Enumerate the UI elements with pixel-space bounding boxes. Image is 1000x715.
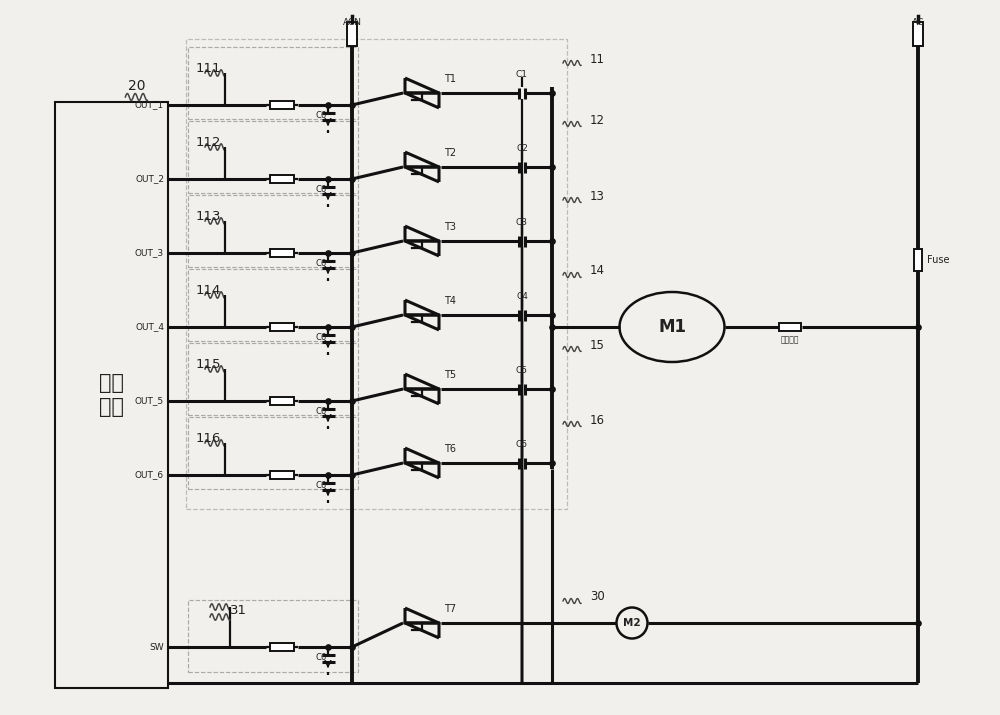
Text: C6: C6 [316,480,327,490]
Bar [913,22,923,46]
Text: T6: T6 [444,444,456,454]
Text: 16: 16 [590,413,605,427]
Text: C6: C6 [316,184,327,194]
Text: 115: 115 [196,358,222,371]
Text: 11: 11 [590,52,605,66]
Text: C6: C6 [516,440,528,449]
Text: OUT_4: OUT_4 [135,322,164,332]
Text: C3: C3 [516,218,528,227]
Text: C6: C6 [316,332,327,342]
Bar [779,322,801,331]
Text: OUT_1: OUT_1 [135,101,164,109]
Text: C6: C6 [316,259,327,267]
Text: OUT_5: OUT_5 [135,397,164,405]
Text: C6: C6 [316,407,327,415]
Text: AC: AC [912,17,924,26]
Text: 30: 30 [590,591,605,603]
Bar [188,47,358,119]
Text: OUT_6: OUT_6 [135,470,164,480]
Text: T1: T1 [444,74,456,84]
Bar [270,175,294,183]
Bar [270,249,294,257]
Bar [270,101,294,109]
Text: OUT_3: OUT_3 [135,249,164,257]
Text: M1: M1 [658,318,686,336]
Text: T4: T4 [444,296,456,306]
Text: 12: 12 [590,114,605,127]
Text: 114: 114 [196,284,221,297]
Bar [188,121,358,193]
Text: T3: T3 [444,222,456,232]
Bar [188,269,358,341]
Text: T2: T2 [444,148,456,158]
Bar [188,343,358,415]
Text: M2: M2 [623,618,641,628]
Text: C4: C4 [516,292,528,301]
Text: 31: 31 [230,604,247,617]
Text: T7: T7 [444,604,456,614]
Text: 13: 13 [590,189,605,202]
Bar [188,195,358,267]
Text: 控制
单元: 控制 单元 [99,373,124,417]
Text: 112: 112 [196,136,222,149]
Bar [188,600,358,672]
Bar [270,471,294,479]
Bar [914,249,922,271]
Bar [347,22,357,46]
Bar [270,323,294,331]
Text: 111: 111 [196,62,222,75]
Bar [270,643,294,651]
Text: 113: 113 [196,210,222,223]
Bar [55,102,168,688]
Text: C2: C2 [516,144,528,153]
Text: C6: C6 [316,653,327,661]
Text: 116: 116 [196,432,221,445]
Text: 热保护器: 热保护器 [781,335,799,345]
Bar [270,397,294,405]
Text: OUT_2: OUT_2 [135,174,164,184]
Text: 14: 14 [590,265,605,277]
Bar [186,39,567,509]
Text: C1: C1 [516,70,528,79]
Text: 15: 15 [590,338,605,352]
Text: 20: 20 [128,79,145,93]
Text: C6: C6 [316,111,327,119]
Text: ACN: ACN [343,17,362,26]
Text: SW: SW [149,643,164,651]
Text: Fuse: Fuse [927,255,950,265]
Text: C5: C5 [516,366,528,375]
Bar [188,417,358,489]
Text: T5: T5 [444,370,456,380]
